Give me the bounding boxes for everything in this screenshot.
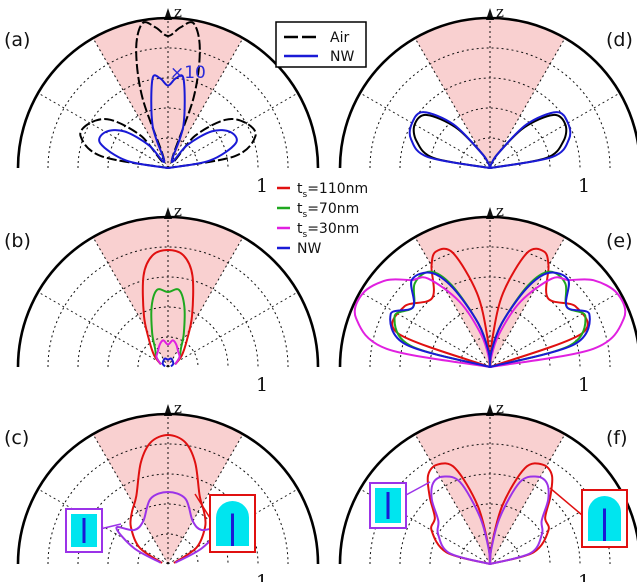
- radial-gridline: [47, 443, 289, 565]
- radial-gridline: [429, 503, 551, 565]
- radial-gridline: [107, 306, 229, 368]
- panel-label: (e): [606, 230, 633, 252]
- panel-label: (a): [4, 29, 30, 51]
- panel-label: (b): [4, 230, 31, 252]
- panel-b: z 1 (b): [4, 202, 320, 396]
- outer-boundary: [16, 412, 320, 565]
- radial-gridline: [107, 107, 229, 169]
- series-line-nw: [98, 74, 238, 169]
- legend-label: Air: [330, 30, 349, 46]
- scale-annotation: ×10: [170, 63, 206, 83]
- radial-gridline: [369, 47, 611, 169]
- inset-connector: [549, 487, 583, 516]
- legend-label: NW: [330, 49, 354, 65]
- radial-gridline: [429, 107, 551, 169]
- z-axis-label: z: [496, 202, 504, 220]
- radial-max-label: 1: [578, 374, 590, 396]
- legend-air-nw: Air NW: [275, 21, 367, 68]
- z-axis-label: z: [496, 3, 504, 21]
- inset-core: [231, 513, 234, 546]
- inset-dome-nanowire: [209, 494, 256, 553]
- series-line-ts-70nm: [150, 288, 186, 365]
- panel-c: z 1 (c): [4, 399, 320, 582]
- radial-max-label: 1: [578, 175, 590, 197]
- radial-gridline: [137, 336, 199, 368]
- radial-max-label: 1: [578, 571, 590, 582]
- panel-e: z 1 (e): [338, 202, 637, 396]
- radial-gridline: [47, 246, 289, 368]
- series-line-ts-110nm: [141, 249, 195, 366]
- inset-core: [82, 518, 86, 543]
- panel-label: (d): [606, 29, 633, 51]
- highlight-cone: [415, 414, 565, 564]
- series-line-purple: [430, 475, 550, 565]
- panel-a: z 1 (a): [4, 3, 320, 197]
- radial-gridline: [459, 336, 521, 368]
- inset-core: [603, 508, 606, 541]
- inset-core: [386, 492, 390, 519]
- radial-gridline: [429, 306, 551, 368]
- series-line-air: [79, 21, 257, 169]
- inset-square-nanowire: [369, 482, 407, 529]
- radial-gridline: [47, 47, 289, 169]
- highlight-cone: [93, 18, 243, 168]
- outer-boundary: [16, 215, 320, 368]
- radial-gridline: [137, 137, 199, 169]
- z-axis-label: z: [174, 399, 182, 417]
- panel-label: (f): [606, 427, 628, 449]
- radial-gridline: [459, 533, 521, 565]
- radial-max-label: 1: [256, 374, 268, 396]
- series-line-nw: [161, 357, 175, 368]
- legend-label: ts=70nm: [297, 201, 359, 220]
- legend-label: ts=30nm: [297, 221, 359, 240]
- outer-boundary: [338, 16, 637, 169]
- series-line-red: [129, 434, 207, 564]
- series-line-nw: [408, 111, 572, 169]
- outer-boundary: [338, 215, 637, 368]
- highlight-cone: [415, 217, 565, 367]
- legend-box: [275, 21, 367, 68]
- radial-gridline: [369, 246, 611, 368]
- inset-connector: [194, 493, 211, 519]
- highlight-cone: [93, 414, 243, 564]
- series-line-nw: [389, 271, 591, 368]
- radial-max-label: 1: [256, 571, 268, 582]
- series-line-ts-30nm: [155, 339, 181, 365]
- z-axis-label: z: [496, 399, 504, 417]
- panel-d: z 1 (d): [338, 3, 637, 197]
- legend-label: NW: [297, 241, 321, 257]
- inset-connector: [405, 481, 431, 496]
- inset-square-nanowire: [65, 508, 103, 553]
- radial-max-label: 1: [256, 175, 268, 197]
- panel-label: (c): [4, 427, 29, 449]
- inset-connector: [99, 523, 122, 530]
- highlight-cone: [415, 18, 565, 168]
- z-axis-label: z: [174, 202, 182, 220]
- inset-dome-nanowire: [581, 489, 628, 548]
- z-axis-label: z: [174, 3, 182, 21]
- outer-boundary: [16, 16, 320, 169]
- radial-gridline: [459, 137, 521, 169]
- legend-label: ts=110nm: [297, 181, 368, 200]
